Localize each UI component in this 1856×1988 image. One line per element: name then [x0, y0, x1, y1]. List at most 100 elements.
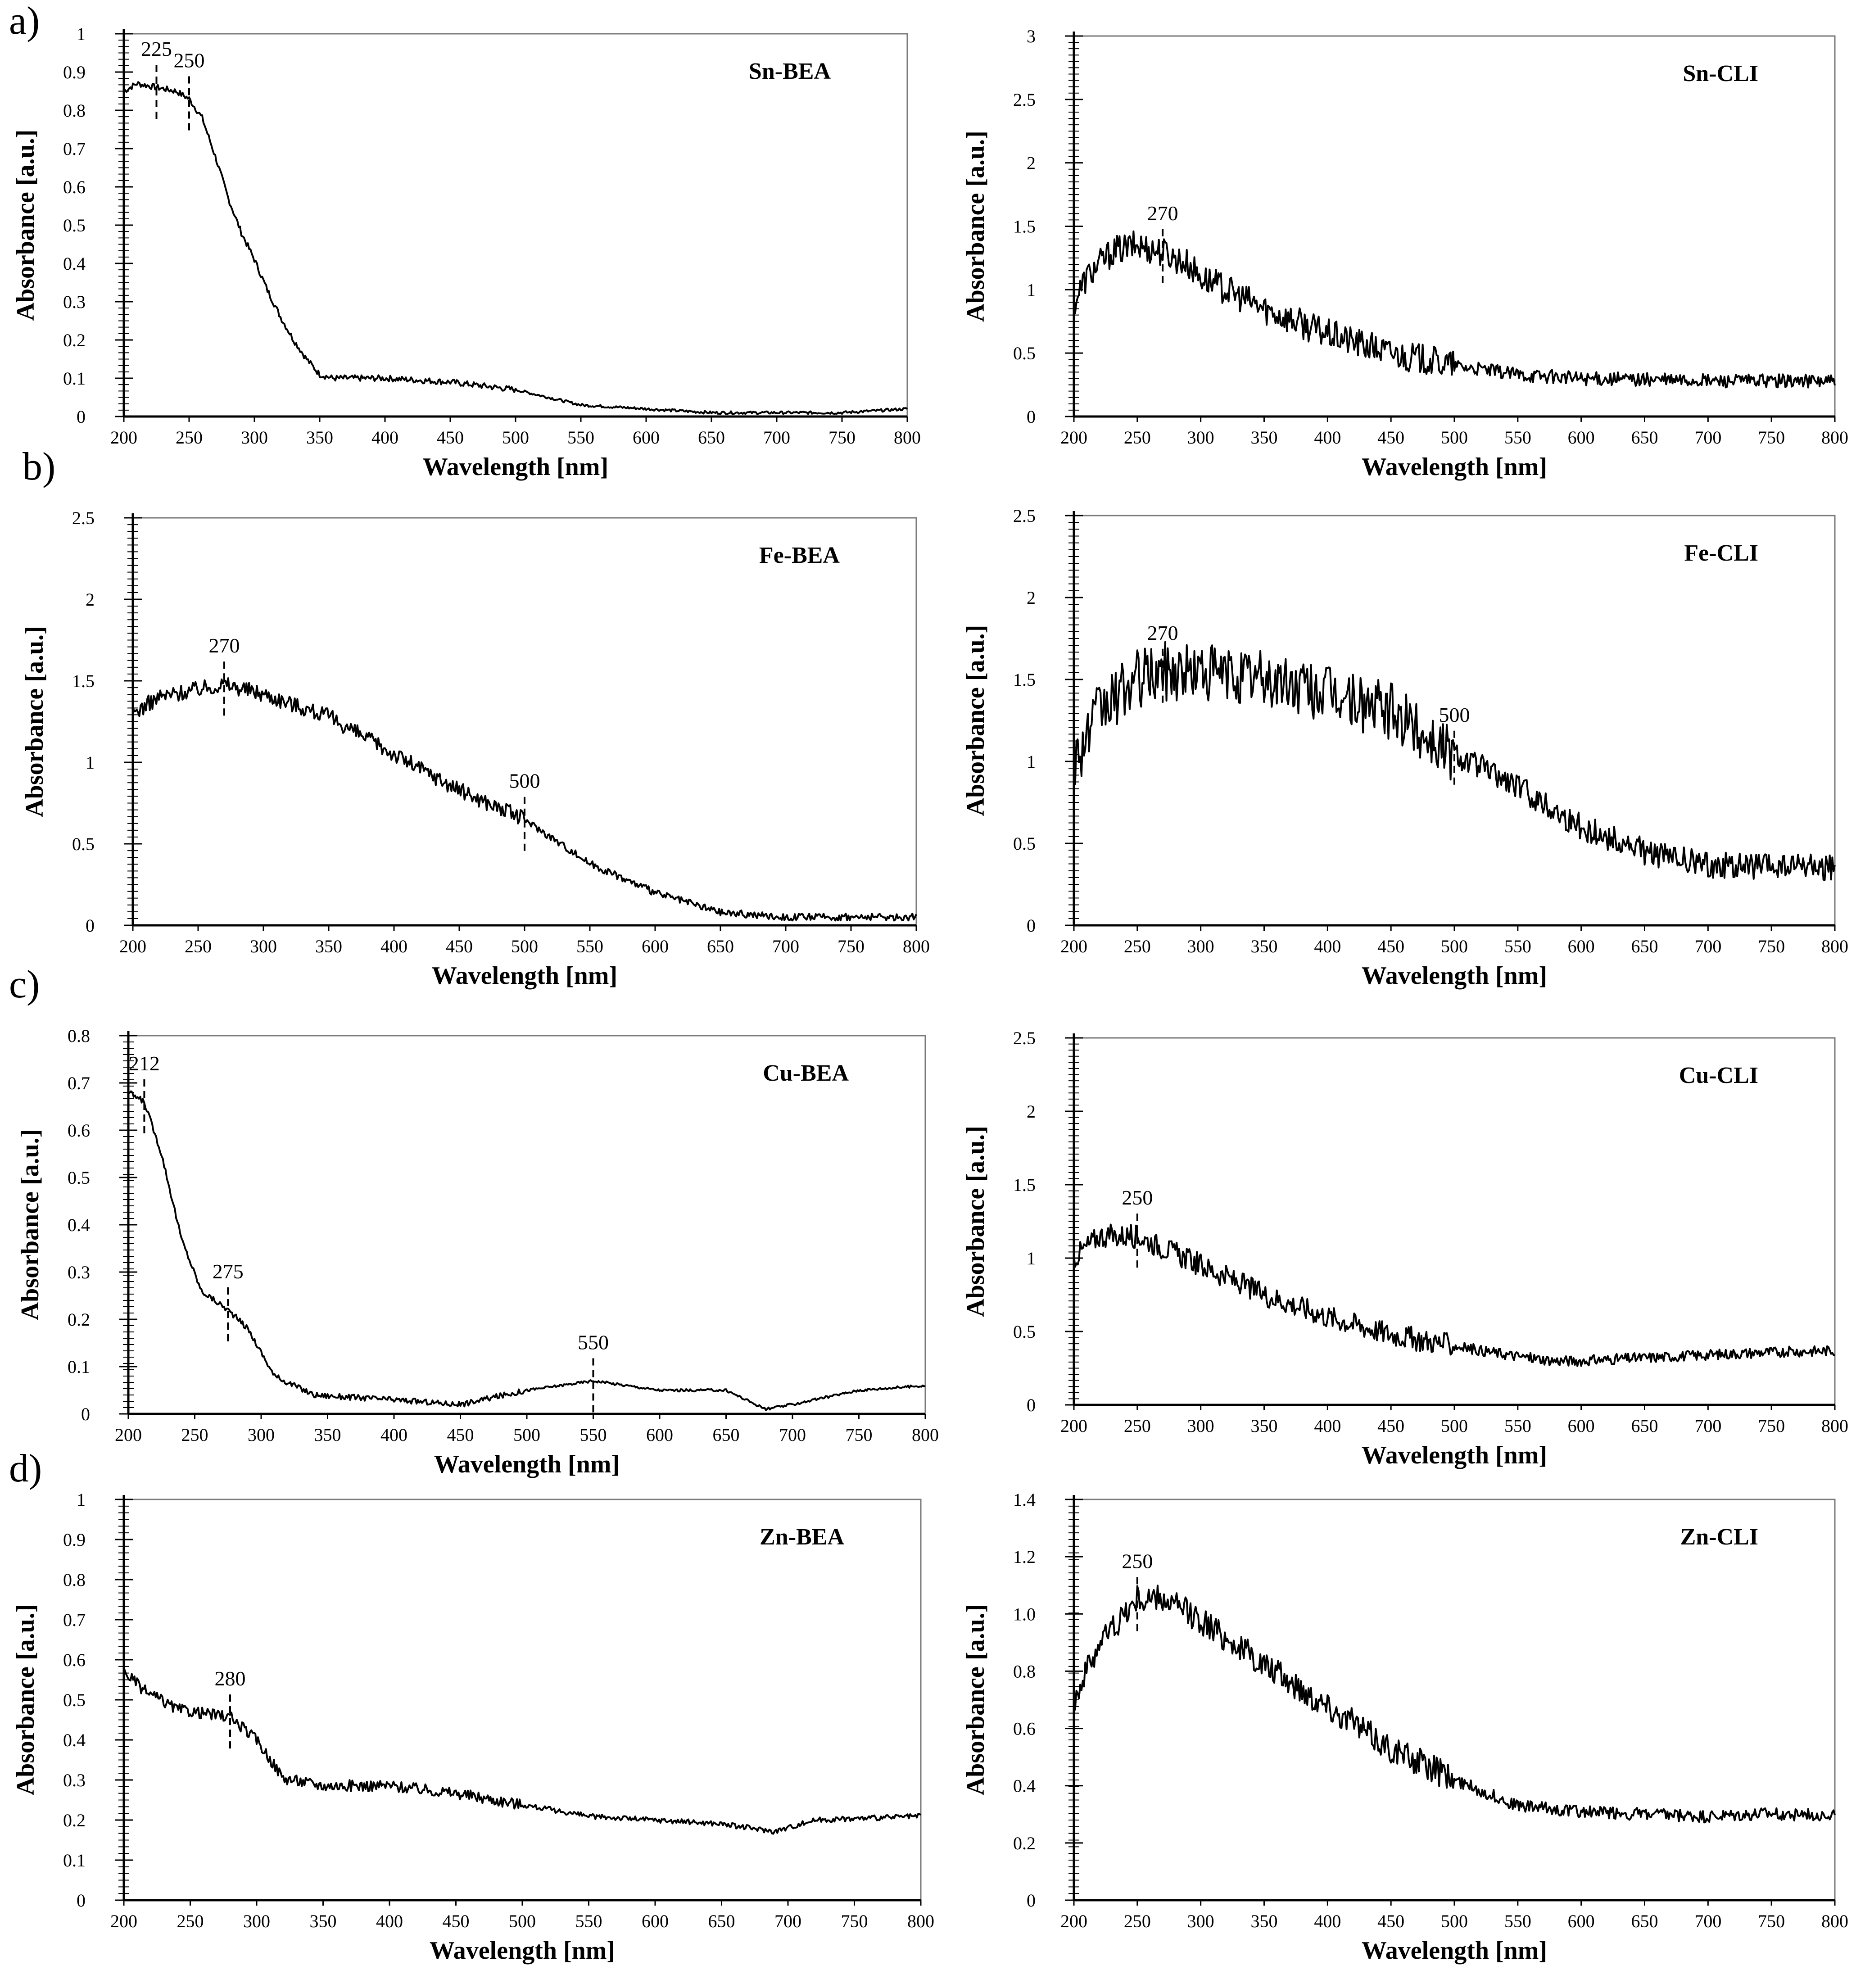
y-tick-label: 0.1 [63, 1850, 86, 1870]
x-tick-label: 700 [772, 936, 799, 956]
x-tick-label: 550 [1504, 1416, 1531, 1436]
x-tick-label: 600 [646, 1425, 673, 1445]
series-line [128, 1090, 926, 1411]
x-tick-label: 700 [763, 427, 790, 448]
series-line [1073, 1585, 1836, 1824]
peak-label: 225 [141, 37, 172, 60]
panel-fe-bea: 0 0.5 1 1.5 2 2.5 200 250 300 350 400 450 500 550 600 6… [21, 508, 930, 990]
row-label-d: d) [9, 1447, 42, 1490]
y-tick-label: 2.5 [72, 508, 95, 528]
y-tick-label: 2.5 [1013, 506, 1036, 526]
y-tick-label: 0.6 [63, 177, 86, 197]
y-tick-label: 0.5 [63, 215, 86, 235]
y-tick-label: 0.4 [68, 1215, 90, 1235]
y-tick-label: 1.5 [1013, 1175, 1036, 1195]
x-tick-label: 500 [513, 1425, 540, 1445]
y-tick-label: 0.2 [63, 330, 86, 350]
x-tick-label: 550 [575, 1911, 602, 1931]
panel-title: Zn-CLI [1680, 1524, 1758, 1550]
x-tick-label: 300 [250, 936, 277, 956]
x-tick-label: 300 [1187, 427, 1214, 448]
peak-label: 212 [129, 1052, 160, 1075]
x-tick-label: 200 [115, 1425, 142, 1445]
x-tick-label: 450 [1377, 936, 1404, 956]
y-tick-label: 0.5 [68, 1168, 90, 1188]
x-tick-label: 450 [1377, 427, 1404, 448]
x-tick-label: 650 [1631, 427, 1658, 448]
x-tick-label: 250 [176, 427, 203, 448]
x-tick-label: 250 [1124, 1416, 1151, 1436]
x-tick-label: 250 [185, 936, 212, 956]
y-axis-title: Absorbance [a.u.] [962, 1604, 990, 1796]
panel-title: Cu-CLI [1679, 1063, 1758, 1088]
x-tick-label: 450 [1377, 1911, 1404, 1931]
y-tick-label: 0 [1027, 1395, 1036, 1415]
y-tick-label: 1.5 [1013, 217, 1036, 237]
x-tick-label: 400 [1314, 427, 1341, 448]
row-label-a: a) [9, 0, 40, 43]
y-tick-label: 1 [77, 1490, 86, 1510]
panel-cu-bea: 0 0.1 0.2 0.3 0.4 0.5 0.6 0.7 0.8 200 250 300 350 400… [16, 1026, 939, 1478]
x-tick-label: 300 [248, 1425, 275, 1445]
y-tick-label: 0.8 [1013, 1661, 1036, 1681]
y-tick-label: 2.5 [1013, 1028, 1036, 1048]
peak-label: 250 [174, 49, 205, 72]
x-tick-label: 650 [1631, 1416, 1658, 1436]
y-tick-label: 0 [1027, 407, 1036, 427]
x-tick-label: 800 [907, 1911, 934, 1931]
x-tick-label: 350 [1251, 1416, 1278, 1436]
y-axis-title: Absorbance [a.u.] [16, 1129, 44, 1321]
peak-label: 500 [1439, 703, 1470, 726]
y-tick-label: 0 [81, 1404, 90, 1424]
panel-title: Sn-CLI [1683, 61, 1758, 86]
x-tick-label: 550 [576, 936, 603, 956]
x-tick-label: 350 [314, 1425, 341, 1445]
y-tick-label: 1.5 [72, 671, 95, 691]
y-tick-label: 0.8 [68, 1026, 90, 1046]
peak-label: 550 [578, 1331, 609, 1354]
y-tick-label: 0.7 [63, 139, 86, 159]
y-tick-label: 0.3 [63, 292, 86, 312]
x-tick-label: 600 [1568, 427, 1595, 448]
x-tick-label: 800 [1821, 1911, 1848, 1931]
x-tick-label: 350 [1251, 1911, 1278, 1931]
x-tick-label: 400 [376, 1911, 403, 1931]
x-tick-label: 650 [1631, 936, 1658, 956]
plot-frame [123, 33, 908, 417]
x-tick-label: 700 [1694, 1911, 1721, 1931]
plot-frame [132, 517, 917, 926]
series-line [1073, 230, 1836, 389]
x-axis-title: Wavelength [nm] [432, 962, 617, 990]
x-tick-label: 600 [633, 427, 660, 448]
x-tick-label: 750 [1758, 1911, 1785, 1931]
y-tick-label: 1 [1027, 752, 1036, 772]
x-tick-label: 450 [443, 1911, 470, 1931]
panel-zn-cli: 0 0.2 0.4 0.6 0.8 1.0 1.2 1.4 200 250 300 350 400 450… [962, 1490, 1848, 1965]
x-tick-label: 350 [315, 936, 342, 956]
x-tick-label: 550 [1504, 427, 1531, 448]
x-tick-label: 750 [1758, 427, 1785, 448]
x-tick-label: 400 [380, 1425, 407, 1445]
x-tick-label: 450 [446, 936, 473, 956]
series-line [123, 81, 908, 415]
x-tick-label: 200 [110, 1911, 137, 1931]
x-tick-label: 650 [713, 1425, 740, 1445]
x-tick-label: 350 [1251, 427, 1278, 448]
y-axis-title: Absorbance [a.u.] [12, 130, 40, 321]
y-tick-label: 0.5 [1013, 1322, 1036, 1342]
y-axis-title: Absorbance [a.u.] [962, 625, 990, 816]
x-tick-label: 750 [837, 936, 865, 956]
panel-sn-cli: 0 0.5 1 1.5 2 2.5 3 200 250 300 350 400 450 500 550 600… [962, 26, 1848, 481]
y-tick-label: 0 [77, 1890, 86, 1911]
x-tick-label: 500 [1441, 1911, 1468, 1931]
x-tick-label: 250 [1124, 427, 1151, 448]
x-tick-label: 600 [642, 936, 669, 956]
x-tick-label: 300 [1187, 1416, 1214, 1436]
y-tick-label: 3 [1027, 26, 1036, 46]
x-tick-label: 600 [1568, 936, 1595, 956]
x-tick-label: 750 [846, 1425, 873, 1445]
x-tick-label: 200 [1060, 1416, 1087, 1436]
x-tick-label: 250 [181, 1425, 208, 1445]
x-tick-label: 400 [1314, 936, 1341, 956]
